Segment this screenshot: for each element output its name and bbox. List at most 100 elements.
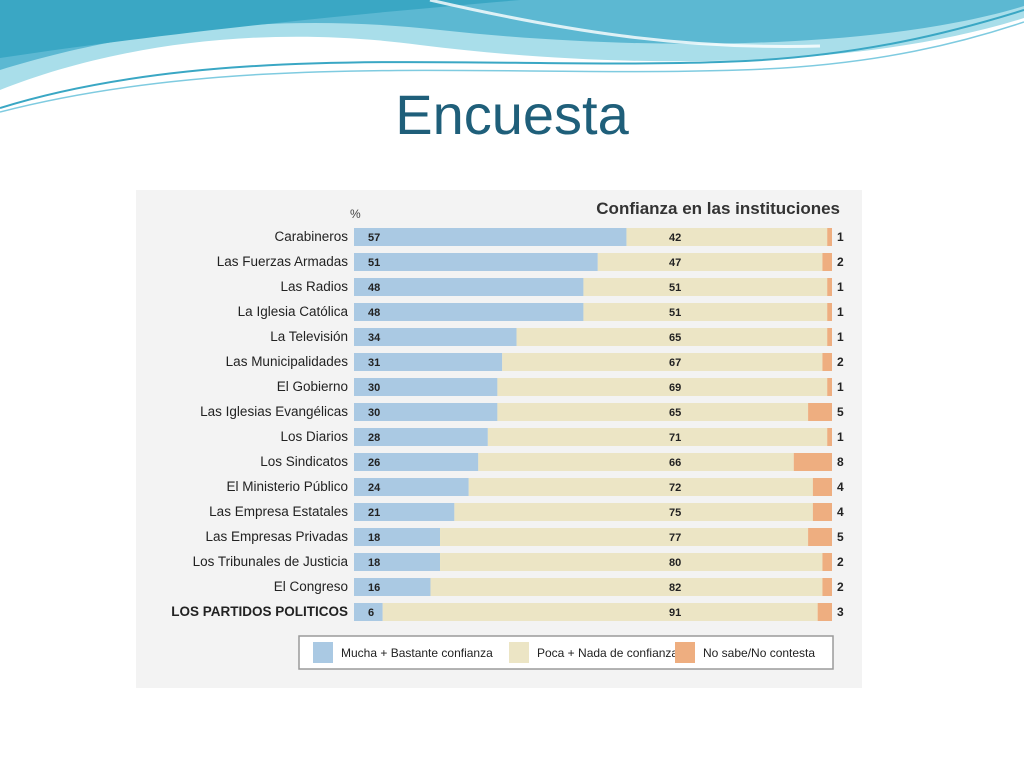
bar-value-label: 1 <box>837 305 844 319</box>
category-label: Carabineros <box>274 229 348 244</box>
bar-value-label: 65 <box>669 332 681 344</box>
bar-value-label: 2 <box>837 255 844 269</box>
bar-value-label: 24 <box>368 482 381 494</box>
bar-segment-2 <box>516 328 828 346</box>
bar-segment-2 <box>487 428 828 446</box>
legend: Mucha + Bastante confianza Poca + Nada de… <box>298 635 834 670</box>
bar-value-label: 91 <box>669 607 681 619</box>
bar-segment-3 <box>827 278 832 296</box>
bar-segment-3 <box>822 353 832 371</box>
category-label: Las Empresas Privadas <box>205 529 348 544</box>
bar-value-label: 16 <box>368 582 380 594</box>
bar-value-label: 42 <box>669 232 681 244</box>
bar-value-label: 2 <box>837 580 844 594</box>
bar-segment-1 <box>354 353 503 371</box>
category-label: Los Tribunales de Justicia <box>193 554 349 569</box>
bar-value-label: 47 <box>669 257 681 269</box>
legend-box <box>298 635 834 670</box>
bar-value-label: 31 <box>368 357 380 369</box>
bar-segment-2 <box>440 528 809 546</box>
bar-value-label: 4 <box>837 505 844 519</box>
bar-value-label: 1 <box>837 230 844 244</box>
bar-segment-2 <box>468 478 813 496</box>
bar-value-label: 48 <box>368 307 380 319</box>
bar-value-label: 66 <box>669 457 681 469</box>
bar-segment-2 <box>502 353 823 371</box>
bar-segment-2 <box>440 553 823 571</box>
bar-segment-3 <box>827 303 832 321</box>
legend-label: Poca + Nada de confianza <box>537 646 678 660</box>
bar-value-label: 21 <box>368 507 380 519</box>
category-label: La Televisión <box>270 329 348 344</box>
bar-value-label: 80 <box>669 557 681 569</box>
bar-value-label: 30 <box>368 407 380 419</box>
legend-swatch <box>509 642 529 663</box>
bar-value-label: 51 <box>669 307 681 319</box>
bar-value-label: 8 <box>837 455 844 469</box>
bar-segment-1 <box>354 478 469 496</box>
bar-segment-2 <box>382 603 818 621</box>
bar-value-label: 6 <box>368 607 374 619</box>
bar-segment-3 <box>812 503 832 521</box>
bar-segment-3 <box>827 328 832 346</box>
bar-segment-1 <box>354 278 584 296</box>
bar-segment-1 <box>354 428 488 446</box>
chart-panel: Confianza en las instituciones % Carabin… <box>136 190 862 688</box>
bar-value-label: 18 <box>368 557 380 569</box>
bar-segment-3 <box>793 453 832 471</box>
category-label: LOS PARTIDOS POLITICOS <box>171 604 348 619</box>
bar-segment-3 <box>808 528 832 546</box>
bar-value-label: 3 <box>837 605 844 619</box>
bar-value-label: 5 <box>837 405 844 419</box>
bar-value-label: 2 <box>837 355 844 369</box>
bar-segment-2 <box>430 578 823 596</box>
bar-value-label: 69 <box>669 382 681 394</box>
bar-segment-1 <box>354 528 441 546</box>
bar-value-label: 65 <box>669 407 681 419</box>
bar-segment-1 <box>354 228 627 246</box>
stacked-bar-chart: Confianza en las instituciones % Carabin… <box>171 199 844 670</box>
category-label: La Iglesia Católica <box>238 304 349 319</box>
legend-swatch <box>313 642 333 663</box>
legend-label: Mucha + Bastante confianza <box>341 646 493 660</box>
bar-value-label: 28 <box>368 432 380 444</box>
bar-value-label: 71 <box>669 432 681 444</box>
category-label: Las Empresa Estatales <box>209 504 348 519</box>
bar-value-label: 51 <box>669 282 681 294</box>
bar-segment-1 <box>354 453 479 471</box>
bar-value-label: 1 <box>837 330 844 344</box>
bar-segment-2 <box>478 453 794 471</box>
legend-swatch <box>675 642 695 663</box>
bar-segment-2 <box>497 403 809 421</box>
bar-segment-3 <box>812 478 832 496</box>
bar-value-label: 72 <box>669 482 681 494</box>
category-label: Las Municipalidades <box>226 354 349 369</box>
bar-segment-1 <box>354 303 584 321</box>
bar-value-label: 4 <box>837 480 844 494</box>
bar-segment-2 <box>583 278 828 296</box>
bar-segment-2 <box>626 228 828 246</box>
category-label: Las Iglesias Evangélicas <box>200 404 348 419</box>
bar-segment-1 <box>354 253 598 271</box>
legend-label: No sabe/No contesta <box>703 646 815 660</box>
bar-segment-1 <box>354 503 455 521</box>
chart-title: Confianza en las instituciones <box>596 199 840 218</box>
category-label: El Congreso <box>274 579 348 594</box>
bar-value-label: 57 <box>368 232 380 244</box>
bar-value-label: 51 <box>368 257 380 269</box>
bar-value-label: 34 <box>368 332 381 344</box>
category-label: El Ministerio Público <box>226 479 348 494</box>
category-label: Las Fuerzas Armadas <box>217 254 349 269</box>
bar-value-label: 26 <box>368 457 380 469</box>
bar-value-label: 82 <box>669 582 681 594</box>
category-label: Las Radios <box>280 279 348 294</box>
bar-value-label: 77 <box>669 532 681 544</box>
category-label: El Gobierno <box>277 379 348 394</box>
bar-segment-3 <box>822 253 832 271</box>
bar-value-label: 48 <box>368 282 380 294</box>
bar-segment-3 <box>827 428 832 446</box>
bar-value-label: 2 <box>837 555 844 569</box>
bar-value-label: 1 <box>837 380 844 394</box>
category-label: Los Diarios <box>280 429 348 444</box>
bar-segment-1 <box>354 603 383 621</box>
